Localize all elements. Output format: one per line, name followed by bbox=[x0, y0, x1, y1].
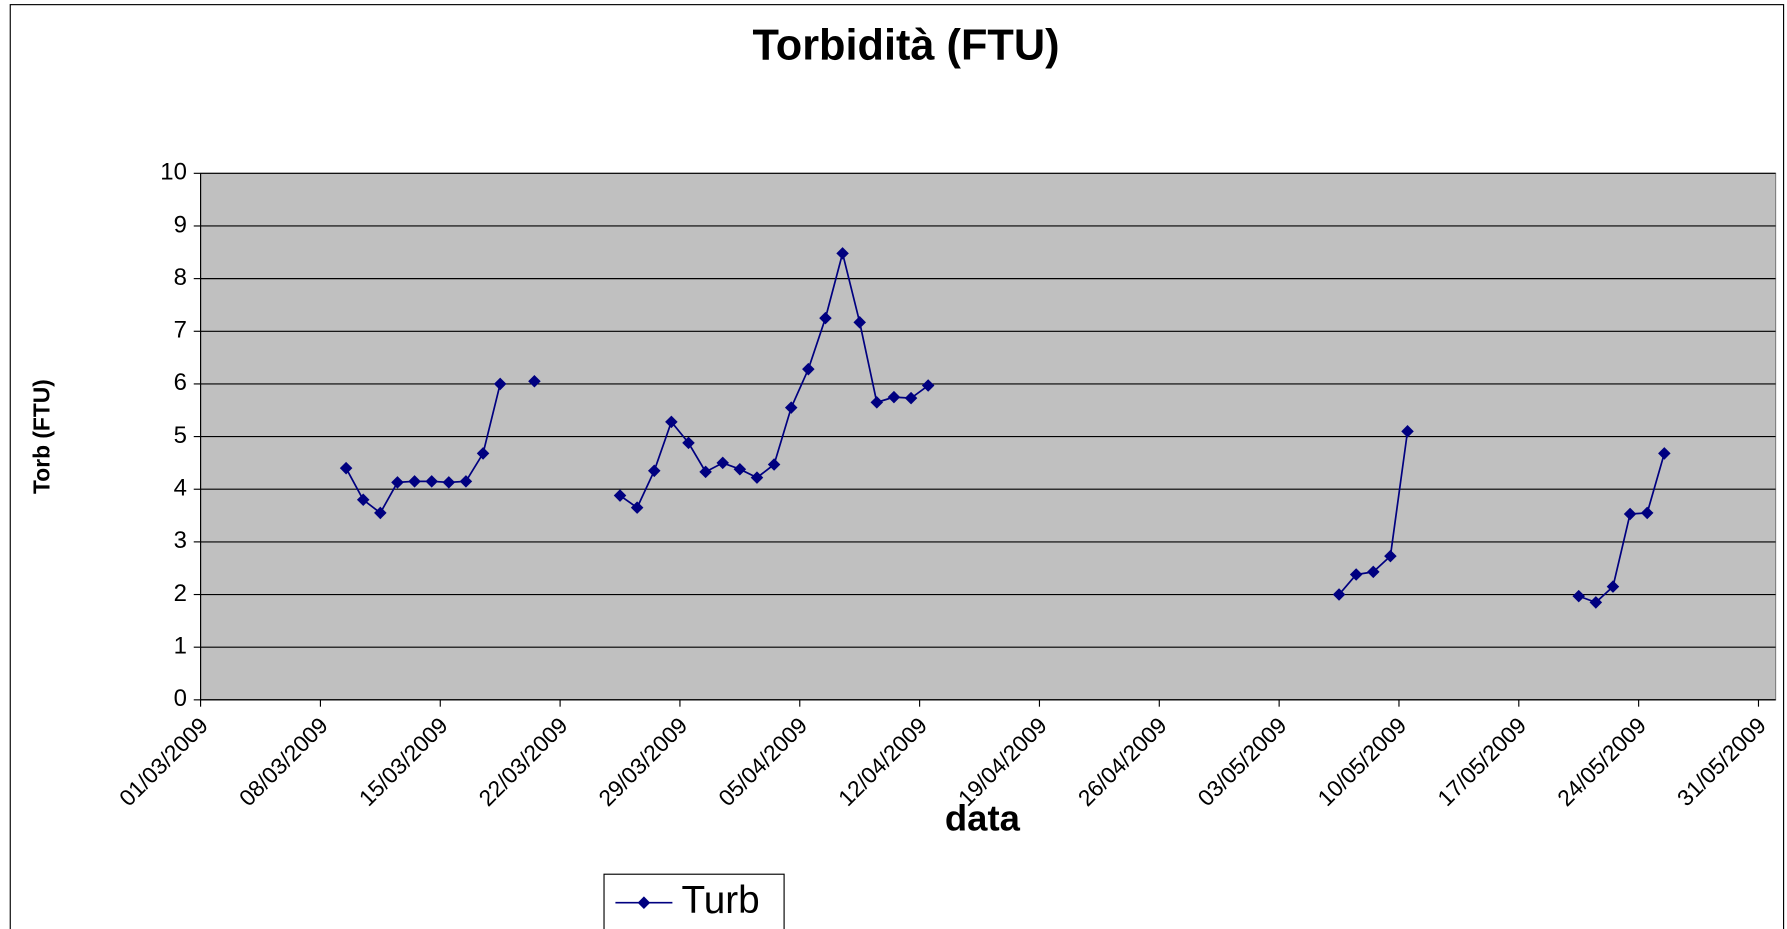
data-point bbox=[699, 465, 712, 479]
data-point bbox=[784, 401, 798, 414]
y-tick-label: 2 bbox=[174, 580, 187, 607]
data-point bbox=[493, 377, 507, 391]
y-tick-label: 8 bbox=[174, 264, 187, 291]
data-point bbox=[528, 375, 541, 388]
legend-marker bbox=[637, 896, 651, 909]
data-point bbox=[733, 462, 747, 476]
y-tick-label: 3 bbox=[174, 527, 187, 554]
y-tick-label: 0 bbox=[174, 685, 187, 712]
y-tick-label: 4 bbox=[174, 475, 187, 502]
y-tick-label: 6 bbox=[174, 369, 187, 396]
y-tick-label: 5 bbox=[174, 422, 187, 449]
data-point bbox=[682, 436, 695, 450]
data-point bbox=[1623, 507, 1637, 521]
data-point bbox=[921, 379, 935, 392]
data-point bbox=[767, 458, 781, 471]
legend: Turb bbox=[603, 873, 785, 929]
data-point bbox=[870, 396, 884, 409]
data-point bbox=[819, 311, 832, 325]
data-point bbox=[836, 247, 849, 260]
data-point bbox=[904, 391, 918, 405]
legend-label: Turb bbox=[682, 879, 760, 922]
chart-title: Torbidità (FTU) bbox=[753, 21, 1060, 69]
y-tick-label: 10 bbox=[160, 159, 187, 186]
y-tick-label: 1 bbox=[174, 633, 187, 660]
data-point bbox=[1589, 596, 1603, 609]
legend-box bbox=[603, 873, 785, 929]
data-point bbox=[1349, 568, 1363, 581]
x-axis-title: data bbox=[945, 797, 1021, 838]
data-point bbox=[802, 362, 815, 376]
data-point bbox=[1640, 506, 1654, 520]
data-point bbox=[476, 447, 490, 460]
y-axis-title: Torb (FTU) bbox=[28, 379, 54, 494]
data-point bbox=[391, 476, 404, 489]
data-point bbox=[1572, 589, 1585, 603]
data-point bbox=[425, 475, 438, 488]
y-tick-label: 9 bbox=[174, 211, 187, 238]
data-point bbox=[442, 476, 456, 489]
data-point bbox=[716, 456, 730, 470]
data-point bbox=[613, 489, 627, 502]
data-point bbox=[853, 316, 866, 329]
data-point bbox=[374, 506, 387, 520]
data-point bbox=[339, 461, 353, 475]
data-point bbox=[750, 471, 764, 484]
series-line bbox=[345, 383, 502, 515]
data-point bbox=[630, 501, 644, 514]
data-point bbox=[356, 493, 370, 507]
data-point bbox=[408, 475, 421, 488]
data-point bbox=[1401, 425, 1414, 438]
y-tick-label: 7 bbox=[174, 317, 187, 344]
data-point bbox=[887, 390, 901, 404]
data-point bbox=[647, 464, 661, 478]
data-point bbox=[459, 475, 473, 488]
data-point bbox=[665, 415, 678, 429]
